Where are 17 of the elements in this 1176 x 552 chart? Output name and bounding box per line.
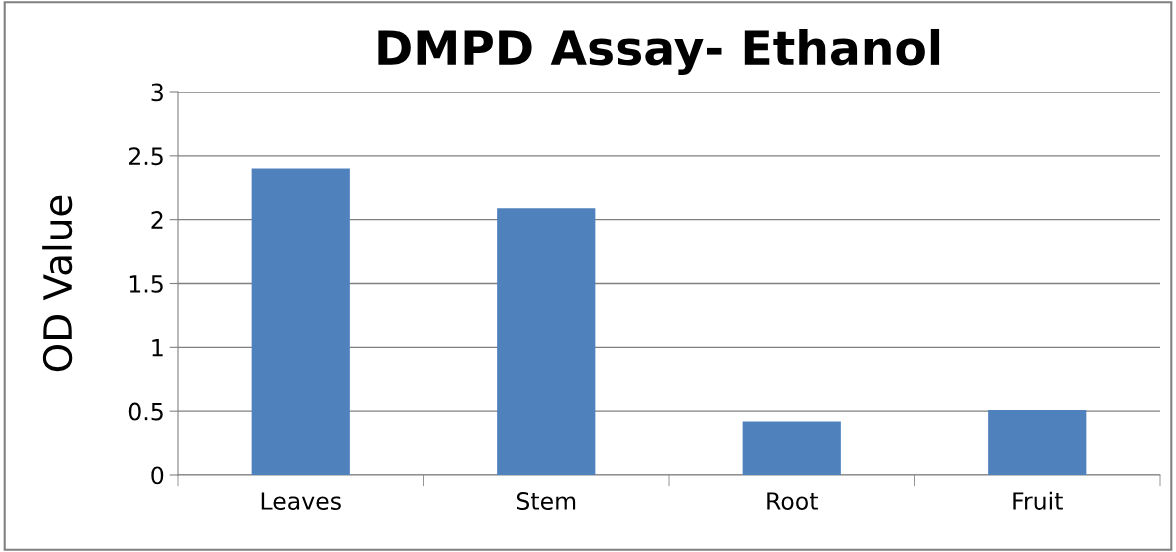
y-tick-label: 2.5 (128, 147, 163, 166)
y-tick-label: 0 (151, 466, 164, 485)
bar (988, 409, 1087, 475)
x-tick-label: Fruit (1013, 491, 1063, 510)
y-tick-label: 1.5 (129, 275, 163, 293)
y-tick-label: 2 (151, 211, 163, 229)
bar (497, 208, 596, 475)
x-tick-label: Stem (516, 492, 576, 510)
x-tick-label: Root (767, 492, 818, 510)
bar (742, 421, 841, 475)
x-tick-label: Leaves (261, 492, 341, 510)
y-axis-title: OD Value (42, 195, 73, 372)
y-tick-label: 3 (151, 83, 163, 102)
y-tick-label: 0.5 (128, 402, 163, 421)
y-tick-label: 1 (152, 339, 163, 357)
bar (251, 168, 350, 475)
chart-title: DMPD Assay- Ethanol (378, 28, 940, 76)
